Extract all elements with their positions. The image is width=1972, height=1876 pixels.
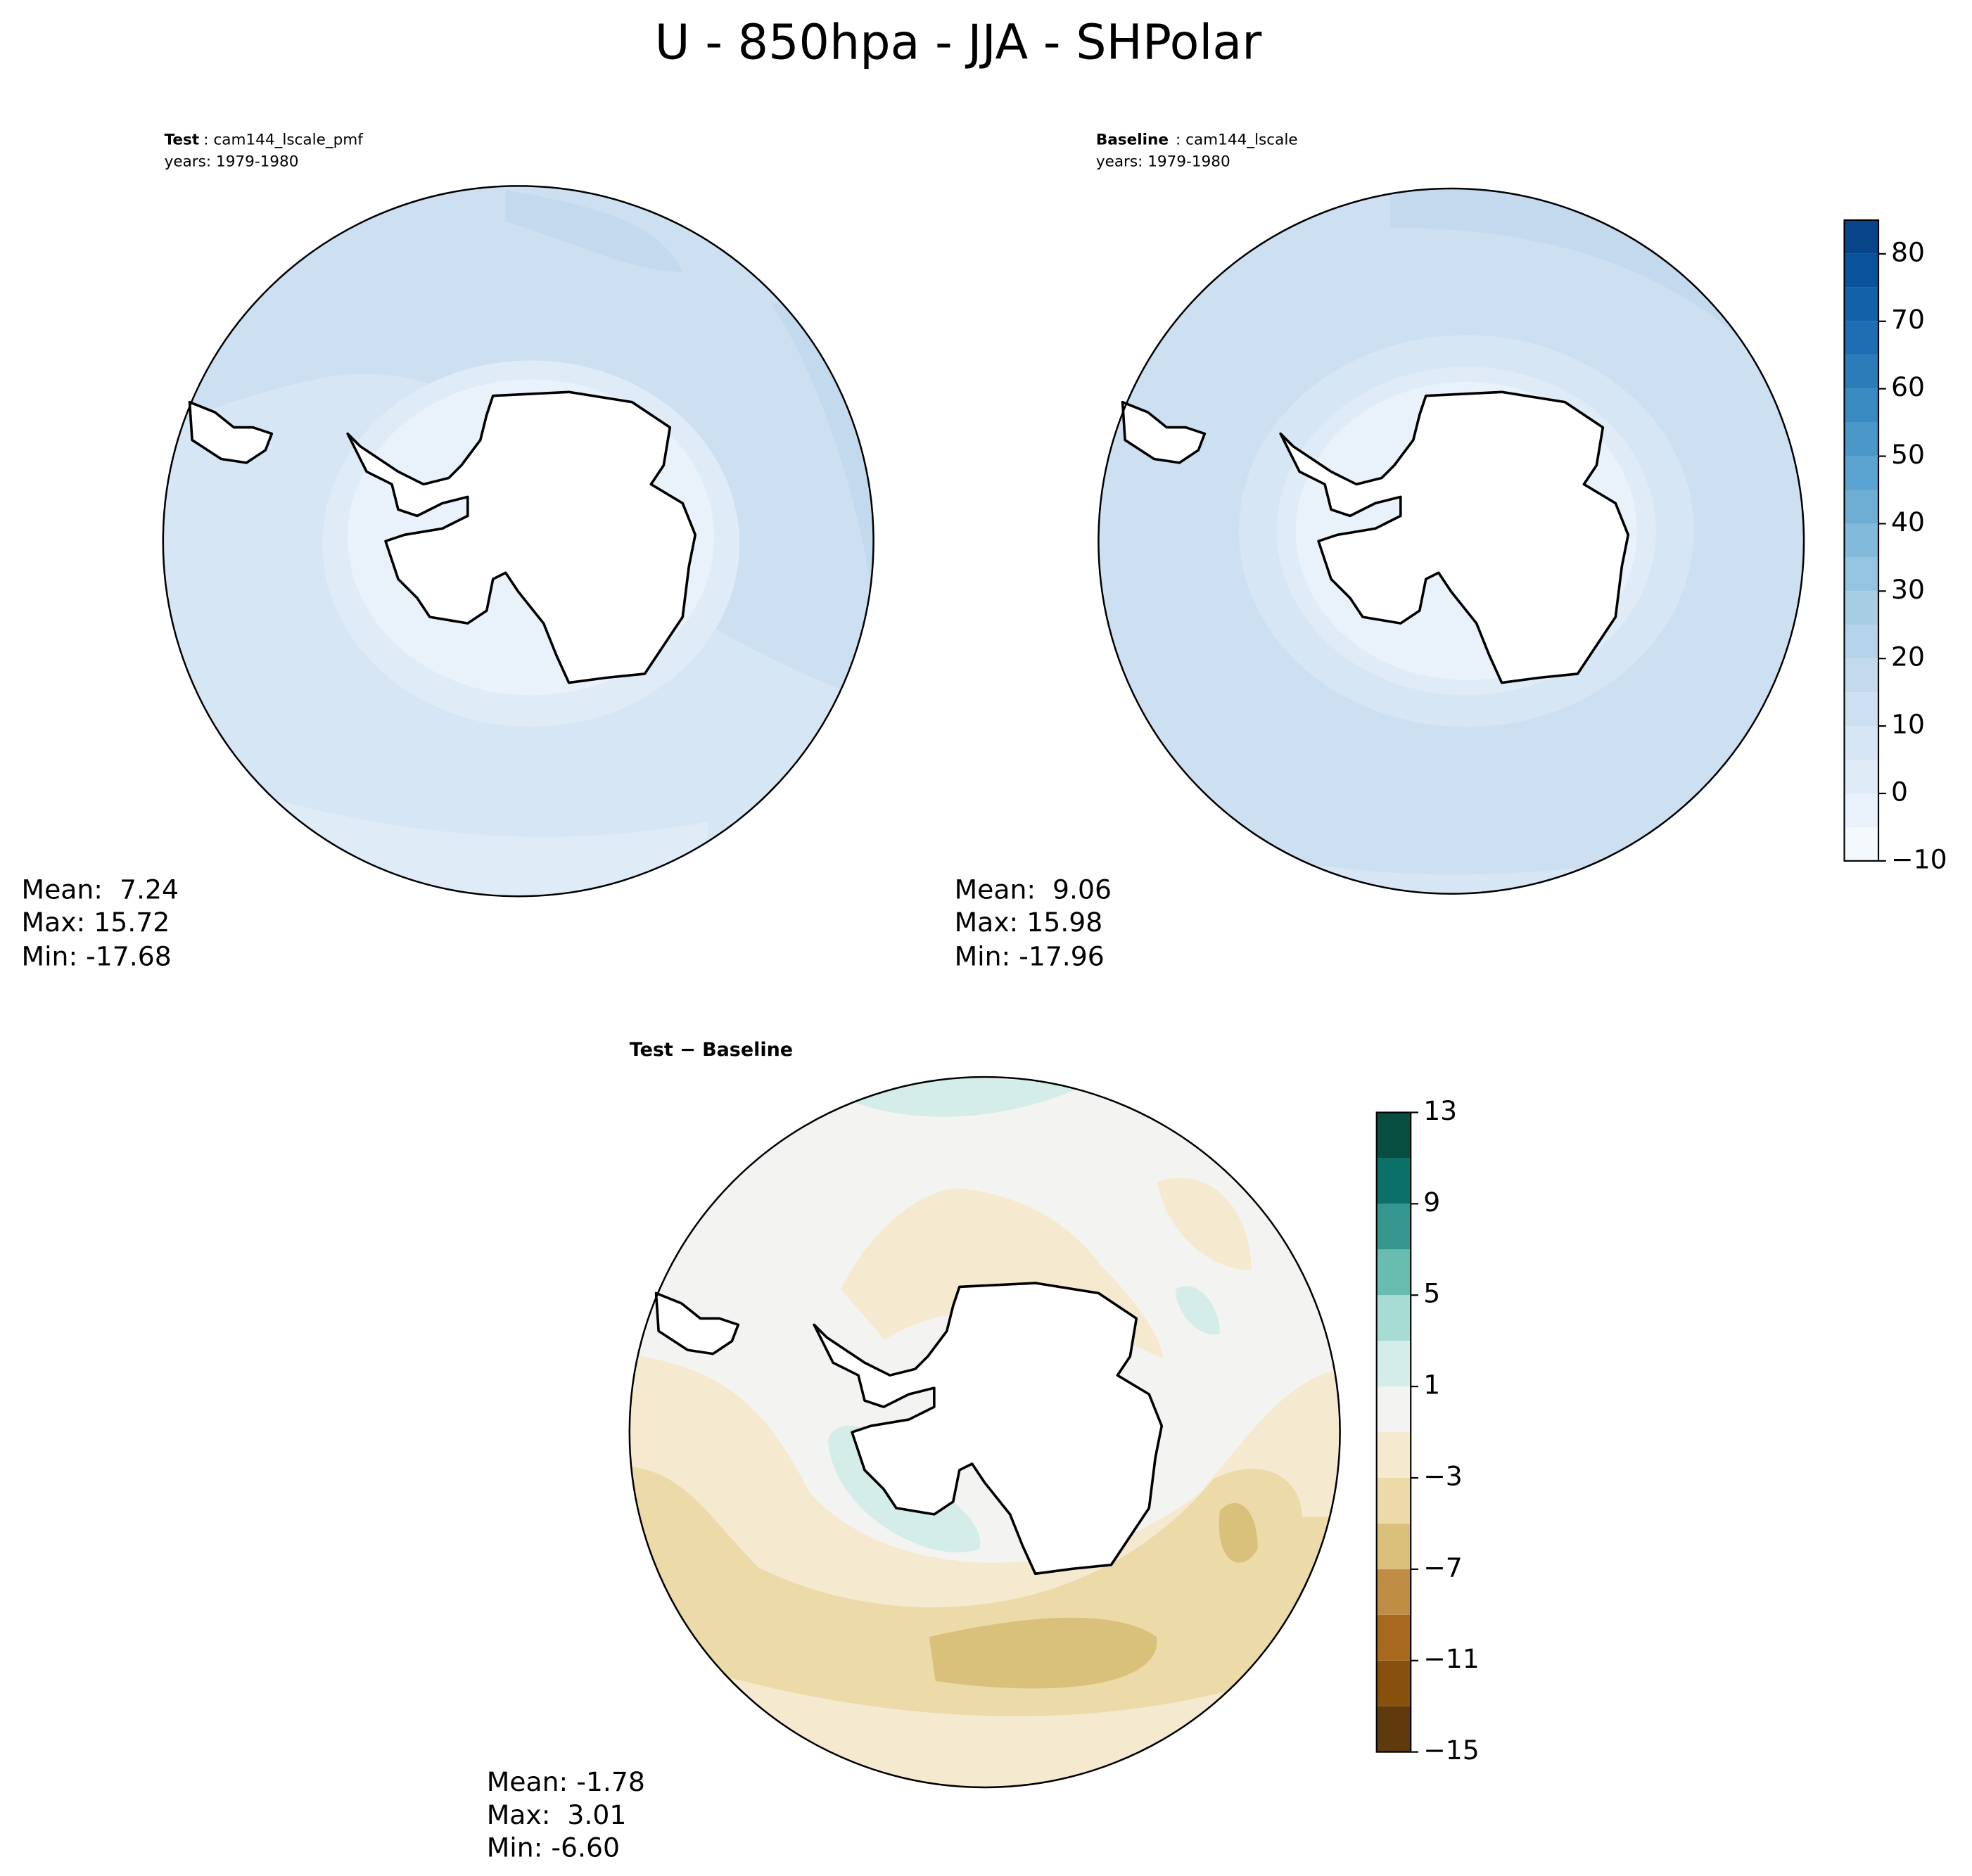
colorbar-tick-label: −10 [1891,843,1947,874]
panel-label: Test [165,132,200,149]
colorbar-tick-label: −15 [1423,1735,1480,1766]
colorbar-tick-label: 70 [1891,304,1925,335]
colorbar-segment [1376,1569,1411,1615]
colorbar-segment [1844,658,1879,693]
colorbar-tick-label: 5 [1423,1278,1440,1309]
colorbar-segment [1376,1295,1411,1341]
panel-label: Baseline [1096,132,1169,149]
colorbar-tick-label: −7 [1423,1552,1463,1583]
colorbar-frame [1843,219,1880,862]
years: years: 1979-1980 [165,153,299,170]
panel-label: Test − Baseline [630,1039,793,1061]
stat-mean: Mean: 7.24 [22,874,179,905]
stat-mean: Mean: -1.78 [487,1766,645,1797]
colorbar-tick-label: 20 [1891,642,1925,672]
colorbar-segment [1844,760,1879,794]
case-name: : cam144_lscale_pmf [203,132,363,149]
colorbar-segment [1844,388,1879,423]
colorbar-segment [1376,1477,1411,1524]
colorbar-segment [1844,490,1879,524]
map-panel: Test : cam144_lscale_pmf years: 1979-198… [22,132,874,972]
map-panel: Baseline : cam144_lscale years: 1979-198… [955,132,1805,972]
colorbar-tick-label: 10 [1891,709,1925,740]
map-panel: Test − Baseline Mean: -1.78 Max: 3.01 Mi… [487,1039,1341,1863]
colorbar-segment [1844,422,1879,457]
colorbar-segment [1376,1432,1411,1478]
colorbar-tick-label: 13 [1423,1095,1457,1126]
colorbar-segment [1376,1386,1411,1433]
map-boundary [162,185,874,898]
colorbar-tick-label: 0 [1891,777,1908,808]
stat-min: Min: -17.96 [955,941,1105,972]
colorbar-segment [1844,355,1879,389]
colorbar-segment [1376,1660,1411,1706]
colorbar-tick-label: 60 [1891,371,1925,402]
stat-max: Max: 15.98 [955,907,1103,938]
colorbar-tick-label: 80 [1891,236,1925,267]
colorbar-segment [1844,321,1879,355]
colorbar-segment [1844,523,1879,558]
colorbar-tick-label: 50 [1891,439,1925,470]
colorbar-segment [1376,1112,1411,1159]
stat-min: Min: -6.60 [487,1832,620,1863]
map-boundary [628,1076,1341,1789]
stat-max: Max: 3.01 [487,1799,627,1830]
colorbar-tick-label: 1 [1423,1370,1440,1400]
colorbar-segment [1844,287,1879,321]
figure-title: U - 850hpa - JJA - SHPolar [655,15,1263,71]
colorbar-segment [1844,827,1879,861]
colorbar-segment [1844,253,1879,288]
colorbar-frame [1375,1111,1412,1753]
case-name: : cam144_lscale [1176,132,1298,149]
colorbar-segment [1844,793,1879,827]
colorbar-segment [1844,456,1879,490]
colorbar-tick-label: 9 [1423,1187,1440,1218]
colorbar-segment [1376,1341,1411,1387]
colorbar-tick-label: −3 [1423,1460,1463,1491]
colorbar-segment [1376,1249,1411,1296]
stat-mean: Mean: 9.06 [955,874,1112,905]
colorbar-segment [1376,1523,1411,1569]
colorbar-segment [1376,1614,1411,1661]
colorbar-segment [1844,591,1879,625]
colorbar-segment [1844,692,1879,727]
stat-max: Max: 15.72 [22,907,170,938]
map-boundary [1098,187,1805,895]
colorbar-segment [1844,625,1879,659]
years: years: 1979-1980 [1096,153,1230,170]
colorbar-tick-label: 40 [1891,506,1925,537]
colorbar-tick-label: 30 [1891,574,1925,605]
colorbar-segment [1844,557,1879,592]
stat-min: Min: -17.68 [22,941,172,972]
colorbar-segment [1844,219,1879,254]
colorbar-segment [1376,1706,1411,1752]
colorbar-segment [1844,726,1879,760]
colorbar-segment [1376,1204,1411,1250]
colorbar-segment [1376,1158,1411,1204]
colorbar-tick-label: −11 [1423,1643,1480,1674]
